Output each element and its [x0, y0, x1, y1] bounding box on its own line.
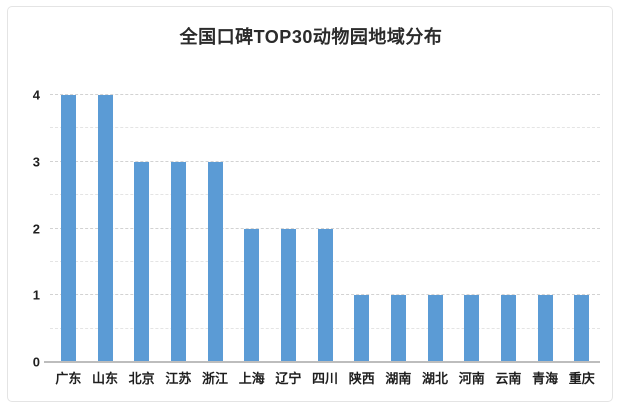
- y-tick-label: 3: [32, 154, 40, 170]
- plot-area: [44, 94, 600, 363]
- bar-slot: [527, 95, 564, 362]
- bar-北京: [134, 161, 150, 362]
- bar-slot: [160, 95, 197, 362]
- bar-slot: [490, 95, 527, 362]
- x-axis-labels: 广东 山东 北京 江苏 浙江 上海 辽宁 四川 陕西 湖南 湖北 河南 云南 青海 重庆: [50, 368, 600, 387]
- x-category-label: 云南: [495, 371, 522, 386]
- bar-slot: [270, 95, 307, 362]
- x-category-label: 辽宁: [275, 371, 302, 386]
- x-category-label: 北京: [128, 371, 155, 386]
- x-category-label: 湖南: [385, 371, 412, 386]
- x-category-label: 上海: [238, 371, 265, 386]
- gridline: [50, 127, 600, 129]
- gridline: [50, 194, 600, 196]
- bar-山东: [97, 95, 113, 362]
- gridline: [50, 160, 600, 162]
- x-category-label: 湖北: [422, 371, 449, 386]
- bar-slot: [380, 95, 417, 362]
- x-category-label: 四川: [312, 371, 339, 386]
- bar-湖北: [427, 295, 443, 362]
- y-tick-label: 0: [32, 354, 40, 370]
- x-category-label: 山东: [92, 371, 119, 386]
- bar-重庆: [574, 295, 590, 362]
- bar-云南: [500, 295, 516, 362]
- bar-浙江: [207, 161, 223, 362]
- bar-slot: [233, 95, 270, 362]
- bar-陕西: [354, 295, 370, 362]
- bar-辽宁: [280, 228, 296, 362]
- chart-title: 全国口碑TOP30动物园地域分布: [179, 27, 443, 47]
- y-axis-labels: 0 1 2 3 4: [12, 89, 40, 369]
- y-tick-label: 1: [32, 287, 40, 303]
- x-category-label: 广东: [55, 371, 82, 386]
- bar-slot: [453, 95, 490, 362]
- bar-slot: [417, 95, 454, 362]
- bar-四川: [317, 228, 333, 362]
- bar-广东: [60, 95, 76, 362]
- bar-slot: [307, 95, 344, 362]
- bar-slot: [87, 95, 124, 362]
- bar-slot: [563, 95, 600, 362]
- bar-slot: [123, 95, 160, 362]
- x-category-label: 青海: [532, 371, 559, 386]
- bar-青海: [537, 295, 553, 362]
- gridline: [50, 94, 600, 95]
- bar-江苏: [170, 161, 186, 362]
- bar-河南: [464, 295, 480, 362]
- x-category-label: 重庆: [568, 371, 595, 386]
- bar-slot: [50, 95, 87, 362]
- x-category-label: 河南: [458, 371, 485, 386]
- x-category-label: 陕西: [348, 371, 375, 386]
- y-tick-label: 4: [32, 87, 40, 103]
- x-category-label: 江苏: [165, 371, 192, 386]
- x-category-label: 浙江: [202, 371, 229, 386]
- x-axis-line: [44, 361, 600, 363]
- bar-slot: [197, 95, 234, 362]
- y-tick-label: 2: [32, 221, 40, 236]
- gridline: [50, 227, 600, 229]
- bar-湖南: [390, 295, 406, 362]
- bars-container: [50, 95, 600, 362]
- bar-slot: [343, 95, 380, 362]
- bar-上海: [244, 228, 260, 362]
